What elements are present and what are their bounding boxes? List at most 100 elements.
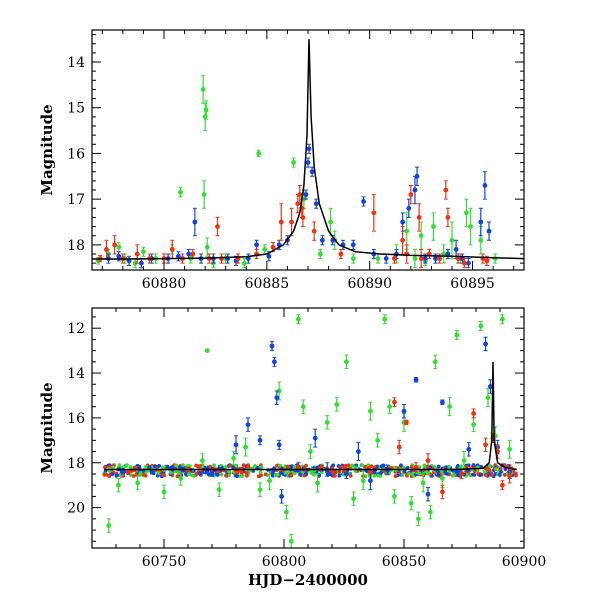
red-data-point [368, 469, 373, 475]
green-data-point [241, 260, 247, 266]
red-data-point [483, 442, 488, 448]
baseline-point [502, 472, 507, 477]
blue-data-point [272, 359, 277, 365]
x-tick-label: 60885 [245, 276, 290, 292]
green-data-point [132, 260, 138, 266]
baseline-point [138, 471, 143, 476]
green-data-point [449, 237, 455, 243]
x-tick-label: 60890 [347, 276, 392, 292]
green-data-point [135, 480, 141, 486]
baseline-point [464, 465, 469, 469]
baseline-point [354, 465, 359, 470]
green-data-point [382, 316, 388, 322]
baseline-point [346, 463, 351, 468]
green-data-point [464, 210, 469, 216]
red-data-point [396, 444, 402, 450]
blue-data-point [266, 253, 272, 259]
green-data-point [262, 247, 268, 252]
red-data-point [413, 464, 419, 470]
baseline-point [244, 470, 249, 475]
bottom-plot-area [102, 314, 518, 548]
y-tick-label: 18 [67, 238, 85, 254]
red-data-point [461, 260, 467, 266]
baseline-point [436, 473, 441, 477]
green-data-point [178, 476, 184, 481]
red-data-point [408, 192, 414, 197]
blue-data-point [350, 242, 356, 248]
x-tick-label: 60800 [262, 554, 307, 570]
blue-data-point [209, 471, 215, 477]
baseline-point [497, 473, 502, 477]
baseline-point [187, 472, 191, 476]
red-data-point [134, 251, 140, 257]
baseline-point [227, 473, 231, 477]
red-data-point [500, 482, 505, 488]
green-data-point [203, 107, 209, 113]
baseline-point [165, 464, 170, 469]
green-data-point [440, 476, 445, 481]
green-data-point [276, 388, 282, 394]
red-data-point [459, 471, 464, 477]
top-y-axis-label: Magnitude [38, 104, 56, 195]
bottom-panel: 60750 60800 60850 60900 12 14 16 18 20 Magnitude… [38, 307, 546, 589]
blue-data-point [433, 256, 438, 261]
baseline-point [360, 463, 364, 467]
red-data-point [190, 251, 196, 257]
baseline-point [417, 465, 422, 469]
red-data-point [507, 473, 512, 479]
baseline-point [319, 464, 324, 469]
green-data-point [387, 404, 392, 410]
baseline-point [471, 472, 475, 477]
baseline-point [256, 474, 261, 478]
baseline-point [337, 473, 342, 478]
green-data-point [256, 151, 262, 156]
blue-data-point [257, 437, 263, 443]
red-data-point [125, 469, 131, 475]
baseline-point [436, 469, 440, 474]
green-data-point [243, 444, 249, 450]
baseline-point [117, 463, 122, 467]
blue-data-point [120, 469, 126, 475]
top-panel: 60880 60885 60890 60895 14 15 16 17 18 Magnitude [38, 29, 525, 292]
baseline-point [216, 470, 221, 474]
red-data-point [455, 256, 461, 261]
red-data-point [338, 251, 344, 257]
green-data-point [324, 419, 330, 425]
baseline-point [499, 470, 503, 474]
top-axis-ticks: 60880 60885 60890 60895 14 15 16 17 18 [67, 30, 524, 292]
baseline-point [399, 463, 403, 468]
baseline-point [422, 463, 427, 468]
blue-data-point [445, 251, 451, 257]
baseline-point [198, 472, 203, 476]
blue-data-point [356, 449, 361, 454]
red-data-point [215, 224, 220, 229]
red-data-point [392, 256, 397, 261]
baseline-point [194, 471, 199, 476]
baseline-point [331, 463, 336, 468]
green-data-point [428, 509, 433, 515]
x-tick-label: 60880 [142, 276, 187, 292]
baseline-point [445, 472, 449, 476]
red-data-point [392, 399, 397, 405]
baseline-point [234, 463, 239, 468]
baseline-point [223, 465, 228, 469]
green-data-point [231, 455, 237, 461]
red-data-point [169, 247, 175, 252]
green-data-point [351, 496, 356, 502]
baseline-point [178, 465, 182, 469]
baseline-point [402, 470, 407, 474]
x-tick-label: 60750 [142, 554, 187, 570]
bottom-panel-frame [91, 307, 525, 549]
baseline-point [498, 466, 503, 471]
baseline-point [494, 467, 499, 471]
y-tick-label: 15 [67, 101, 85, 117]
green-data-point [200, 87, 206, 92]
green-data-point [461, 458, 467, 463]
baseline-point [428, 465, 432, 470]
baseline-point [514, 473, 518, 478]
green-data-point [296, 316, 301, 322]
green-data-point [288, 538, 294, 544]
y-tick-label: 20 [67, 501, 85, 517]
blue-data-point [383, 256, 389, 261]
